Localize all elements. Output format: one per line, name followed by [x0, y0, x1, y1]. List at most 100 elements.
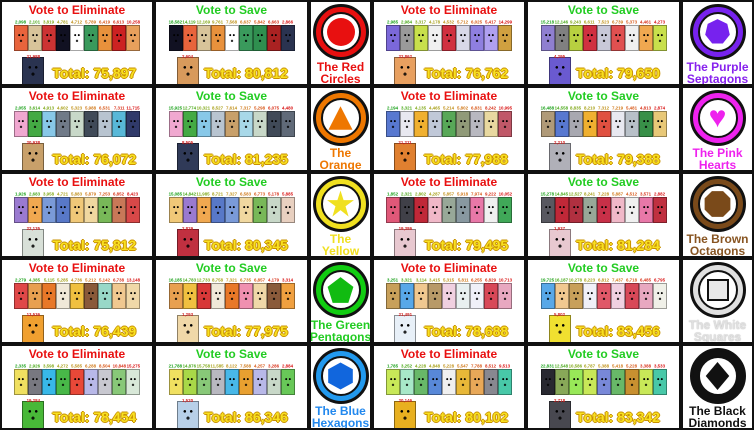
total-area: 1,937 Total: 81,284: [547, 223, 660, 256]
character-tile: [596, 283, 611, 309]
highlighted-character: 2,829: [175, 223, 200, 256]
vote-count: 5,811: [457, 278, 469, 283]
character-tile: [126, 25, 140, 51]
character-tile: [442, 197, 456, 223]
team-badge: The Red Circles: [309, 0, 372, 86]
vote-count: 6,739: [611, 20, 624, 25]
vote-count: 2,926: [29, 364, 41, 369]
total-area: 21,491 Total: 78,688: [390, 309, 508, 342]
vote-count: 3,571: [639, 192, 652, 197]
character-strip: [168, 111, 295, 137]
character-tile: [98, 197, 112, 223]
team-badge: The Purple Septagons: [681, 0, 754, 86]
total-area: 20,938 Total: 76,072: [18, 137, 136, 170]
vote-count: 9,222: [485, 192, 497, 197]
team-badge: ♥ The Pink Hearts: [681, 86, 754, 172]
vote-count: 3,286: [267, 364, 280, 369]
vote-count: 5,857: [443, 192, 455, 197]
character-tile: [280, 283, 295, 309]
character-tile: [196, 283, 211, 309]
vote-count: 3,114: [415, 278, 427, 283]
team-icon-inner: ♥: [697, 98, 738, 138]
character-tile: [568, 197, 583, 223]
vote-count: 6,857: [253, 278, 266, 283]
save-title: Vote to Save: [195, 261, 268, 275]
character-tile: [280, 25, 295, 51]
highlight-character-tile: [22, 315, 45, 342]
character-tile: [414, 25, 428, 51]
vote-count: 4,272: [57, 364, 69, 369]
character-tile: [182, 111, 197, 137]
vote-count: 2,683: [29, 192, 41, 197]
octagon-icon: [704, 191, 731, 217]
vote-count: 4,512: [625, 192, 638, 197]
character-tile: [28, 111, 42, 137]
character-tile: [498, 283, 512, 309]
total-label: Total: 81,284: [576, 237, 660, 253]
hexagon-icon: [328, 362, 353, 390]
vote-count: 4,602: [57, 106, 69, 111]
vote-count: 1,852: [387, 192, 399, 197]
character-tile: [386, 197, 400, 223]
total-area: 21,988 Total: 75,897: [18, 51, 136, 84]
character-strip: [540, 283, 667, 309]
total-label: Total: 78,454: [52, 409, 137, 425]
vote-count: 13,148: [126, 278, 140, 283]
highlight-vote-count: 21,491: [398, 312, 412, 318]
total-area: 4,295 Total: 79,650: [547, 51, 660, 84]
vote-count: 5,285: [57, 278, 69, 283]
highlighted-character: 21,211: [390, 137, 420, 170]
vote-count: 11,585: [210, 364, 225, 369]
vote-count: 3,598: [43, 364, 55, 369]
vote-count: 22,831: [540, 364, 555, 369]
vote-counts-row: 18,582 14,119 12,169 9,761 7,568 6,637 5,842 6,…: [169, 18, 295, 25]
character-tile: [484, 369, 498, 395]
total-area: 8,505 Total: 81,235: [175, 137, 288, 170]
vote-count: 12,169: [196, 20, 211, 25]
save-title: Vote to Save: [195, 3, 268, 17]
character-tile: [126, 111, 140, 137]
eliminate-title: Vote to Eliminate: [400, 175, 498, 189]
vote-count: 5,373: [625, 20, 638, 25]
vote-count: 4,781: [57, 20, 69, 25]
vote-counts-row: 2,985 2,984 3,317 4,178 4,532 5,712 6,025 5,417…: [386, 18, 512, 25]
character-tile: [42, 283, 56, 309]
vote-counts-row: 21,788 14,876 15,758 11,585 8,122 7,588 4,257 3…: [169, 362, 295, 369]
character-tile: [84, 369, 98, 395]
character-tile: [610, 111, 625, 137]
character-tile: [428, 283, 442, 309]
vote-count: 6,812: [597, 278, 610, 283]
vote-count: 3,251: [387, 278, 399, 283]
character-tile: [582, 369, 597, 395]
team-badge: The Orange Triangles: [309, 86, 372, 172]
square-icon: [706, 279, 729, 301]
vote-count: 3,958: [43, 192, 55, 197]
vote-count: 12,146: [554, 20, 569, 25]
vote-count: 5,712: [457, 20, 469, 25]
character-strip: [168, 197, 295, 223]
character-tile: [596, 111, 611, 137]
vote-count: 2,055: [15, 106, 27, 111]
total-area: 19,386 Total: 79,495: [390, 223, 508, 256]
vote-count: 4,135: [415, 106, 427, 111]
vote-count: 14,783: [182, 278, 197, 283]
board-row: Vote to Eliminate 2,055 3,614 4,913 4,602 5,3…: [0, 86, 755, 172]
vote-count: 3,614: [29, 106, 41, 111]
character-tile: [196, 25, 211, 51]
total-label: Total: 80,102: [424, 409, 509, 425]
character-tile: [652, 283, 667, 309]
team-name: The Brown Octagons: [686, 232, 749, 258]
character-tile: [98, 283, 112, 309]
character-tile: [456, 111, 470, 137]
total-area: 20,146 Total: 80,102: [390, 395, 509, 428]
character-tile: [56, 25, 70, 51]
character-tile: [624, 197, 639, 223]
vote-count: 6,531: [99, 106, 111, 111]
highlight-vote-count: 13,536: [26, 312, 40, 318]
character-strip: [14, 369, 140, 395]
highlight-vote-count: 21,988: [26, 54, 40, 60]
vote-count: 3,415: [429, 278, 441, 283]
save-title: Vote to Save: [195, 175, 268, 189]
vote-count: 2,985: [387, 20, 399, 25]
character-tile: [414, 369, 428, 395]
